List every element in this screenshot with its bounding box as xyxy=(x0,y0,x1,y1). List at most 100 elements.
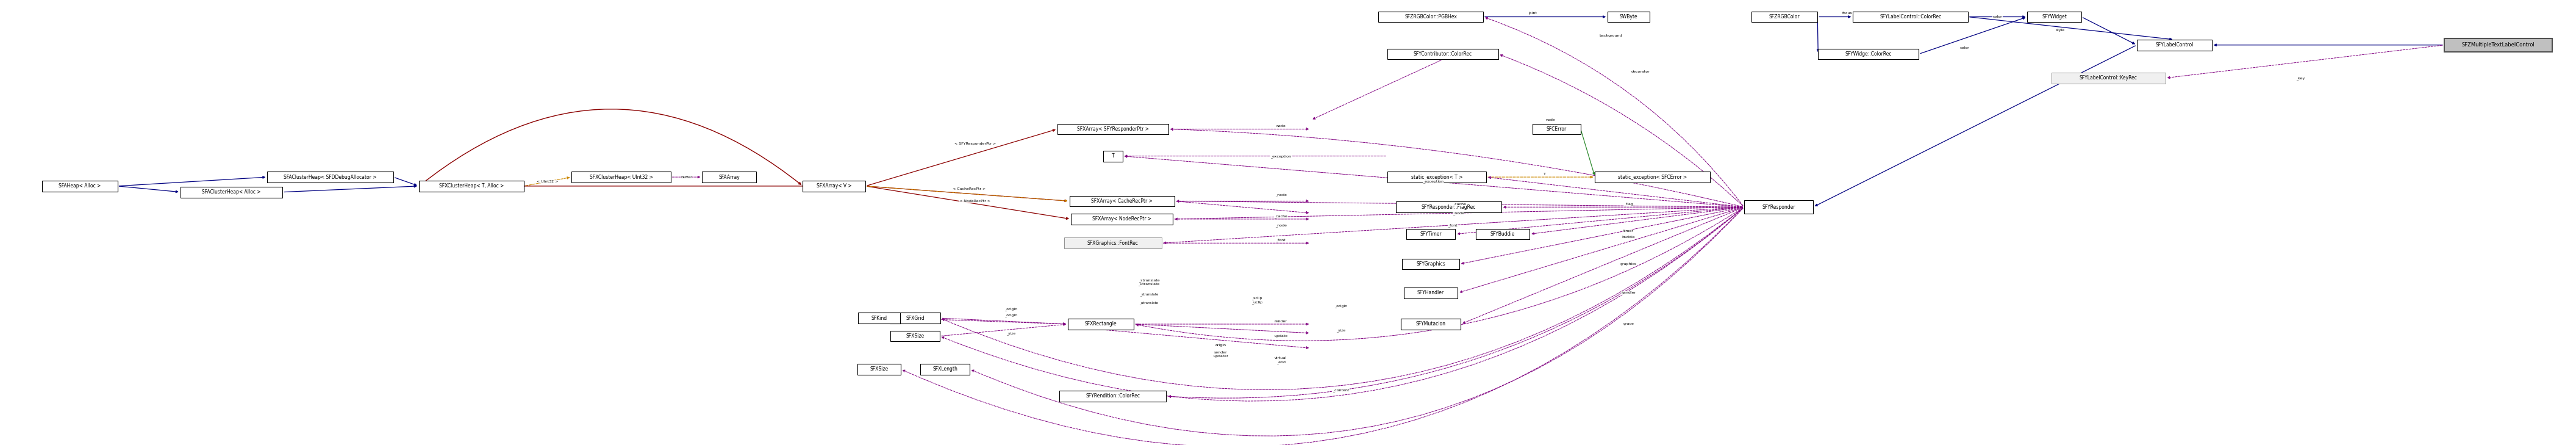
Bar xyxy=(1595,172,1710,182)
Bar xyxy=(1752,12,1819,22)
Text: SFXLength: SFXLength xyxy=(933,366,958,372)
Text: SFAClusterHeap< SFDDebugAllocator >: SFAClusterHeap< SFDDebugAllocator > xyxy=(283,174,376,180)
Bar xyxy=(1607,12,1649,22)
Text: _node: _node xyxy=(1453,211,1463,215)
Bar xyxy=(1069,196,1175,206)
Text: SFZMultipleTextLabelControl: SFZMultipleTextLabelControl xyxy=(2463,42,2535,48)
Bar xyxy=(858,313,899,324)
Bar xyxy=(2027,12,2081,22)
Text: SFYBuddie: SFYBuddie xyxy=(1492,231,1515,237)
Text: _font: _font xyxy=(1275,239,1285,242)
Text: _size: _size xyxy=(1337,328,1345,332)
Text: SFZRGBColor::PGBHex: SFZRGBColor::PGBHex xyxy=(1404,14,1458,20)
Bar xyxy=(1533,124,1582,134)
Text: SFYWidge::ColorRec: SFYWidge::ColorRec xyxy=(1844,51,1891,57)
Text: _origin: _origin xyxy=(1334,304,1347,308)
Bar xyxy=(889,313,940,324)
Text: SFXArray< NodeRecPtr >: SFXArray< NodeRecPtr > xyxy=(1092,216,1151,222)
Text: update: update xyxy=(1275,335,1288,338)
Text: buffer: buffer xyxy=(680,175,693,178)
Text: node: node xyxy=(1546,118,1556,121)
Text: _font: _font xyxy=(1448,223,1458,227)
Bar xyxy=(2050,73,2166,83)
Bar xyxy=(703,172,757,182)
Bar xyxy=(41,181,118,191)
Text: SFKind: SFKind xyxy=(871,316,886,321)
Text: _size: _size xyxy=(1007,332,1015,335)
Bar xyxy=(1401,319,1461,330)
Bar xyxy=(920,364,969,375)
Bar xyxy=(268,172,394,182)
Text: SFYResponder: SFYResponder xyxy=(1762,204,1795,210)
Text: style: style xyxy=(2056,28,2066,32)
Text: color: color xyxy=(1994,15,2002,18)
Text: grace: grace xyxy=(1623,323,1633,326)
Text: SFAHeap< Alloc >: SFAHeap< Alloc > xyxy=(59,183,100,189)
Bar xyxy=(1404,287,1458,298)
Text: node: node xyxy=(1275,125,1285,128)
Text: SFYResponder::FlagRec: SFYResponder::FlagRec xyxy=(1422,204,1476,210)
Text: _key: _key xyxy=(2295,76,2306,80)
Text: SFXArray< V >: SFXArray< V > xyxy=(817,183,853,189)
Bar xyxy=(1388,49,1499,60)
Text: < NodeRecPtr >: < NodeRecPtr > xyxy=(958,199,992,202)
Text: < SFYResponderPtr >: < SFYResponderPtr > xyxy=(953,142,997,146)
Text: decorator: decorator xyxy=(1631,70,1651,73)
Text: joint: joint xyxy=(1528,12,1538,15)
Text: SFZRGBColor: SFZRGBColor xyxy=(1770,14,1801,20)
Bar xyxy=(572,172,670,182)
Text: focus: focus xyxy=(1842,12,1852,15)
Bar xyxy=(1388,172,1486,182)
Text: _node: _node xyxy=(1275,223,1285,227)
Text: background: background xyxy=(1600,35,1623,37)
Bar xyxy=(1819,49,1919,60)
Text: SFXSize: SFXSize xyxy=(907,333,925,339)
Text: static_exception< SFCError >: static_exception< SFCError > xyxy=(1618,174,1687,180)
Bar xyxy=(804,181,866,191)
Text: SFYLabelControl::ColorRec: SFYLabelControl::ColorRec xyxy=(1880,14,1942,20)
Bar xyxy=(1406,229,1455,239)
Text: SFYHandler: SFYHandler xyxy=(1417,290,1445,295)
Text: SFYGraphics: SFYGraphics xyxy=(1417,261,1445,267)
Text: graphics: graphics xyxy=(1620,263,1636,266)
Text: _utranslate: _utranslate xyxy=(1139,301,1159,305)
Text: _stranslate: _stranslate xyxy=(1139,292,1159,296)
Text: SFXGraphics::FontRec: SFXGraphics::FontRec xyxy=(1087,240,1139,246)
Text: SFXGrid: SFXGrid xyxy=(907,316,925,321)
Text: < UInt32 >: < UInt32 > xyxy=(536,180,559,183)
Text: SFCError: SFCError xyxy=(1546,126,1566,132)
Bar xyxy=(1056,124,1170,134)
Text: T: T xyxy=(1110,154,1115,159)
Text: SFYMutacion: SFYMutacion xyxy=(1417,321,1445,327)
Text: SFYLabelControl: SFYLabelControl xyxy=(2156,42,2192,48)
Bar xyxy=(2445,38,2553,52)
Text: color: color xyxy=(1960,46,1968,49)
Text: SWByte: SWByte xyxy=(1620,14,1638,20)
Text: origin: origin xyxy=(1216,344,1226,347)
Bar xyxy=(1852,12,1968,22)
Bar xyxy=(1401,259,1458,270)
Text: _origin: _origin xyxy=(1005,307,1018,311)
Bar xyxy=(1744,201,1814,214)
Text: SFAArray: SFAArray xyxy=(719,174,739,180)
Text: SFXArray< CacheRecPtr >: SFXArray< CacheRecPtr > xyxy=(1092,198,1151,204)
Text: sender
updater: sender updater xyxy=(1213,351,1229,357)
Text: SFYContributor::ColorRec: SFYContributor::ColorRec xyxy=(1414,51,1471,57)
Text: _flag: _flag xyxy=(1623,202,1633,206)
Text: virtual
_end: virtual _end xyxy=(1275,356,1288,364)
Text: _origin: _origin xyxy=(1005,313,1018,317)
Text: SFXSize: SFXSize xyxy=(871,366,889,372)
Bar xyxy=(858,364,902,375)
Text: _content: _content xyxy=(1332,388,1350,392)
Bar xyxy=(1476,229,1530,239)
Text: handler: handler xyxy=(1620,291,1636,295)
Text: buddie: buddie xyxy=(1623,235,1636,239)
Text: _exception: _exception xyxy=(1422,180,1443,183)
Text: SFAClusterHeap< Alloc >: SFAClusterHeap< Alloc > xyxy=(201,189,260,195)
Text: SFXArray< SFYResponderPtr >: SFXArray< SFYResponderPtr > xyxy=(1077,126,1149,132)
Text: SFYTimer: SFYTimer xyxy=(1419,231,1443,237)
Bar xyxy=(1069,319,1133,330)
Text: render: render xyxy=(1275,320,1288,323)
Text: _sclip
_uclip: _sclip _uclip xyxy=(1252,296,1262,304)
Bar xyxy=(1396,202,1502,212)
